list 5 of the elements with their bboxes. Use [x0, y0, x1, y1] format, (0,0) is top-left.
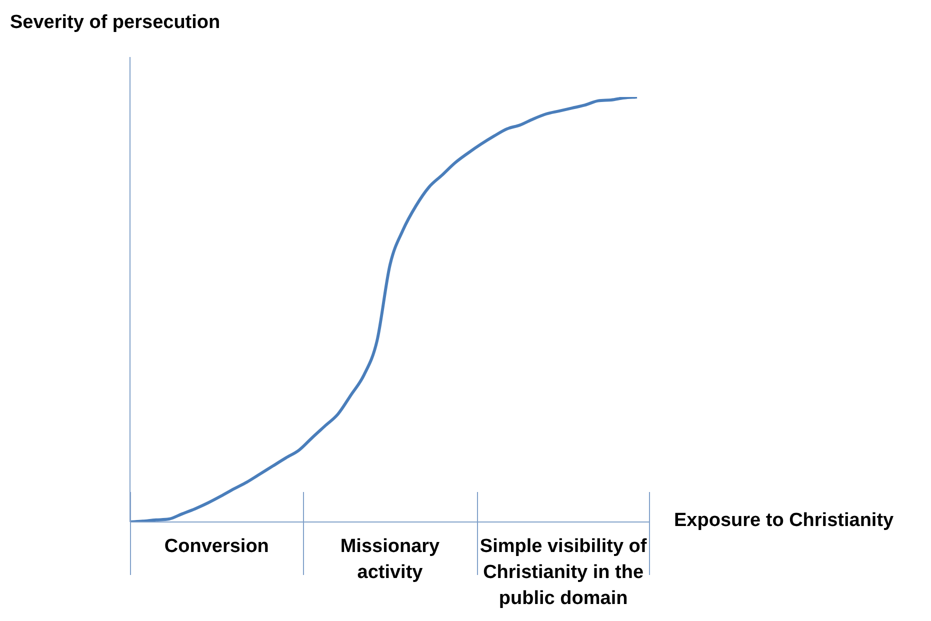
text: Conversion: [163, 535, 270, 559]
text: Simple visibility of Christianity in the public domain: [478, 535, 648, 609]
text: Missionary activity: [339, 535, 441, 583]
x-axis-title: Exposure to Christianity: [674, 510, 894, 532]
y-axis-title: Severity of persecution: [10, 12, 220, 34]
